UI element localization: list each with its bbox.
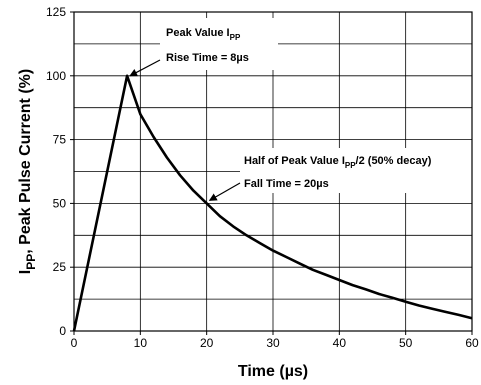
y-axis-title-subscript: PP bbox=[24, 254, 38, 270]
plot-frame bbox=[73, 11, 473, 332]
y-tick-label: 25 bbox=[53, 260, 67, 274]
y-axis-title-main: I bbox=[17, 270, 34, 274]
annotation-title: Peak Value IPP bbox=[166, 27, 241, 42]
x-tick-label: 50 bbox=[399, 336, 413, 350]
y-tick-label: 100 bbox=[46, 69, 66, 83]
x-tick-label: 30 bbox=[266, 336, 280, 350]
annotation-detail: Fall Time = 20µs bbox=[244, 178, 329, 190]
annotation-title: Half of Peak Value IPP/2 (50% decay) bbox=[244, 155, 432, 170]
annotation-box bbox=[240, 148, 472, 193]
series-layer bbox=[72, 74, 473, 332]
annotation-title-subscript: PP bbox=[345, 161, 356, 170]
annotation-box bbox=[160, 18, 278, 70]
annotation-arrow bbox=[208, 182, 241, 201]
x-tick-label: 60 bbox=[465, 336, 479, 350]
tick-labels: 0 10 20 30 40 50 60 0 25 50 75 100 125 bbox=[46, 5, 479, 350]
y-axis-title: IPP, Peak Pulse Current (%) bbox=[17, 69, 38, 274]
y-tick-label: 50 bbox=[53, 196, 67, 210]
annotation-title-main: Peak Value I bbox=[166, 27, 230, 39]
y-axis-title-rest: , Peak Pulse Current (%) bbox=[17, 69, 34, 254]
annotation-title-rest: /2 (50% decay) bbox=[356, 155, 432, 167]
x-tick-label: 20 bbox=[200, 336, 214, 350]
x-tick-label: 10 bbox=[134, 336, 148, 350]
y-tick-label: 75 bbox=[53, 133, 67, 147]
annotation-title-subscript: PP bbox=[230, 33, 241, 42]
y-tick-label: 0 bbox=[59, 324, 66, 338]
annotation-boxes bbox=[160, 18, 472, 193]
annotation-arrow bbox=[129, 59, 161, 77]
series-line bbox=[72, 74, 473, 332]
x-tick-label: 40 bbox=[333, 336, 347, 350]
y-tick-label: 125 bbox=[46, 5, 66, 19]
x-axis-title: Time (µs) bbox=[238, 363, 308, 380]
annotation-title-main: Half of Peak Value I bbox=[244, 155, 345, 167]
annotation-detail: Rise Time = 8µs bbox=[166, 52, 249, 64]
x-tick-label: 0 bbox=[71, 336, 78, 350]
